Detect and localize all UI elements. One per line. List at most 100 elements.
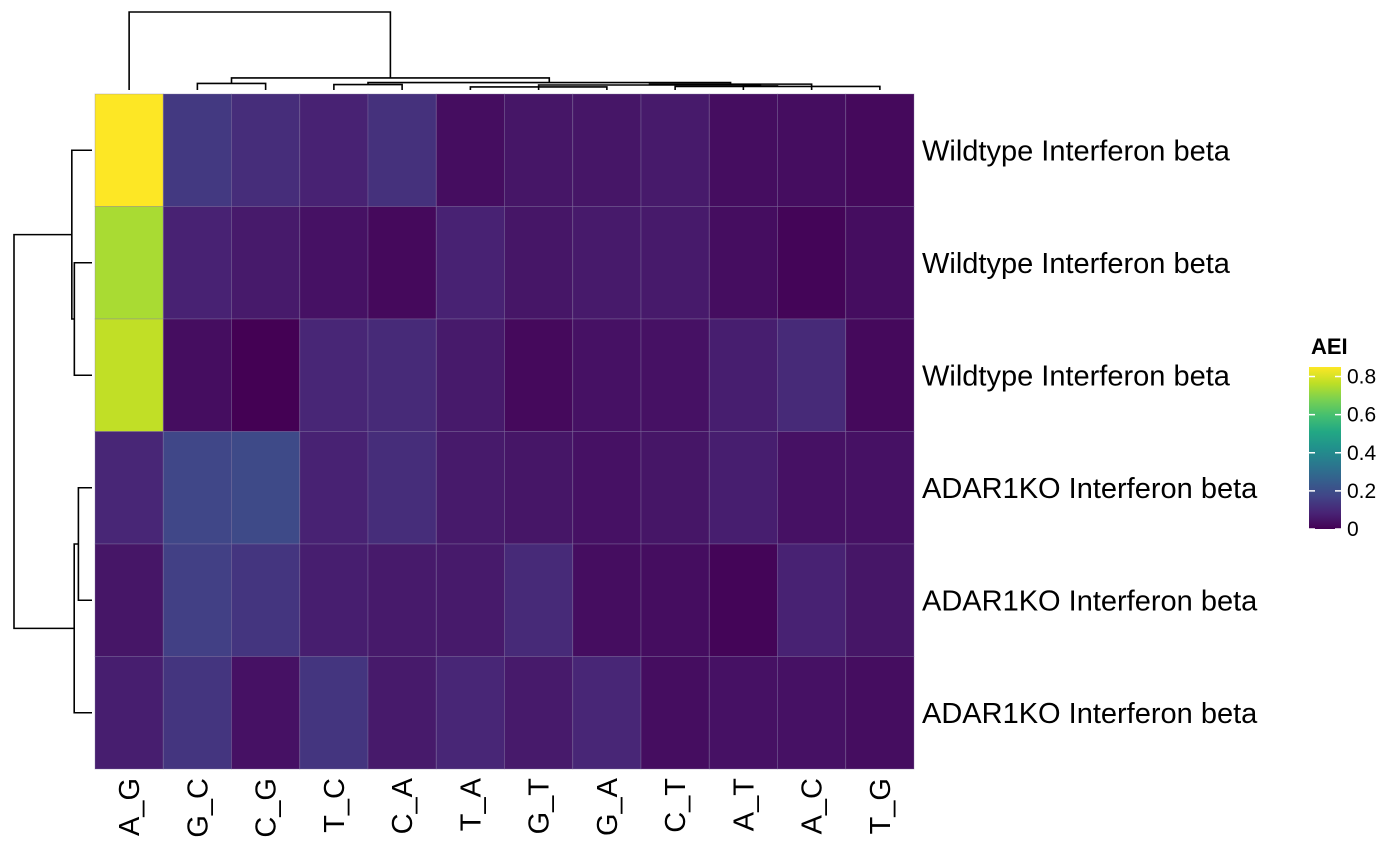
- column-label: T_G: [865, 778, 897, 834]
- heatmap-cell: [640, 656, 710, 770]
- column-label: G_A: [592, 777, 624, 836]
- dendrogram-branch: [73, 543, 92, 714]
- heatmap-cell: [94, 318, 164, 432]
- row-label: Wildtype Interferon beta: [922, 248, 1231, 280]
- dendrogram-branch: [13, 233, 75, 630]
- heatmap-cell: [845, 431, 915, 545]
- row-label: Wildtype Interferon beta: [922, 135, 1231, 167]
- heatmap-cell: [299, 318, 369, 432]
- column-label: C_A: [387, 777, 419, 834]
- heatmap-cell: [367, 93, 437, 207]
- column-label: G_T: [524, 778, 556, 835]
- heatmap-cell: [708, 318, 778, 432]
- legend-title: AEI: [1311, 334, 1348, 359]
- heatmap-cell: [231, 206, 301, 320]
- heatmap-cell: [435, 318, 505, 432]
- color-legend: AEI 0 0.2 0.4 0.6 0.8: [1309, 334, 1377, 541]
- heatmap-cell: [504, 543, 574, 657]
- legend-tick-label: 0.6: [1347, 404, 1376, 427]
- heatmap-cell: [231, 93, 301, 207]
- heatmap-cell: [777, 93, 847, 207]
- heatmap-cell: [162, 431, 232, 545]
- heatmap-cell: [299, 656, 369, 770]
- heatmap-cell: [572, 206, 642, 320]
- heatmap-cell: [367, 206, 437, 320]
- dendrogram-branch: [73, 261, 92, 377]
- row-label: ADAR1KO Interferon beta: [922, 698, 1258, 730]
- row-labels: Wildtype Interferon beta Wildtype Interfe…: [922, 135, 1258, 730]
- heatmap-cell: [572, 656, 642, 770]
- heatmap-cell: [299, 543, 369, 657]
- dendrogram-branch: [77, 486, 92, 602]
- heatmap-cell: [435, 206, 505, 320]
- heatmap-cells: [94, 93, 915, 770]
- column-label: T_A: [455, 777, 487, 831]
- heatmap-cell: [640, 93, 710, 207]
- heatmap-cell: [845, 543, 915, 657]
- heatmap-cell: [367, 543, 437, 657]
- heatmap-cell: [845, 656, 915, 770]
- heatmap-cell: [708, 206, 778, 320]
- heatmap-cell: [231, 318, 301, 432]
- heatmap-cell: [708, 431, 778, 545]
- legend-tick-label: 0.2: [1347, 480, 1376, 503]
- heatmap-cell: [162, 318, 232, 432]
- row-label: ADAR1KO Interferon beta: [922, 585, 1258, 617]
- heatmap-cell: [231, 543, 301, 657]
- heatmap-cell: [162, 656, 232, 770]
- column-label: C_T: [660, 778, 692, 833]
- heatmap-cell: [435, 431, 505, 545]
- heatmap-cell: [640, 206, 710, 320]
- column-label: A_G: [114, 778, 146, 836]
- legend-ticks: 0 0.2 0.4 0.6 0.8: [1309, 366, 1377, 541]
- heatmap-cell: [777, 431, 847, 545]
- heatmap-cell: [640, 318, 710, 432]
- column-label: C_G: [251, 778, 283, 838]
- dendrogram-branch: [230, 77, 551, 84]
- heatmap-cell: [845, 318, 915, 432]
- heatmap-cell: [299, 431, 369, 545]
- heatmap-cell: [94, 656, 164, 770]
- dendrogram-branch: [128, 11, 392, 90]
- heatmap-cell: [845, 206, 915, 320]
- heatmap-cell: [504, 656, 574, 770]
- row-dendrogram: [13, 149, 92, 714]
- heatmap-cell: [572, 318, 642, 432]
- dendrogram-branch: [674, 85, 881, 90]
- heatmap-cell: [777, 656, 847, 770]
- column-labels: A_G G_C C_G T_C C_A T_A G_T G_A C_T A_T A_C T_G: [114, 777, 897, 837]
- legend-colorbar: [1309, 367, 1341, 529]
- column-label: A_C: [797, 778, 829, 834]
- column-label: G_C: [182, 778, 214, 838]
- heatmap-cell: [94, 543, 164, 657]
- heatmap-cell: [435, 93, 505, 207]
- heatmap-cell: [777, 543, 847, 657]
- heatmap-cell: [708, 543, 778, 657]
- column-label: T_C: [319, 778, 351, 833]
- legend-tick-label: 0.4: [1347, 442, 1377, 465]
- row-label: Wildtype Interferon beta: [922, 360, 1231, 392]
- heatmap-cell: [640, 431, 710, 545]
- heatmap-cell: [435, 656, 505, 770]
- heatmap-cell: [94, 431, 164, 545]
- heatmap-cell: [708, 93, 778, 207]
- dendrogram-branch: [333, 83, 403, 90]
- heatmap-cell: [777, 206, 847, 320]
- column-label: A_T: [728, 778, 760, 831]
- dendrogram-branch: [469, 86, 608, 90]
- heatmap-cell: [299, 206, 369, 320]
- heatmap-cell: [777, 318, 847, 432]
- heatmap-cell: [231, 431, 301, 545]
- heatmap-cell: [162, 206, 232, 320]
- heatmap-cell: [367, 656, 437, 770]
- heatmap-cell: [572, 543, 642, 657]
- dendrogram-branch: [196, 82, 267, 90]
- heatmap-cell: [94, 93, 164, 207]
- row-label: ADAR1KO Interferon beta: [922, 473, 1258, 505]
- legend-tick-label: 0.8: [1347, 366, 1376, 389]
- heatmap-cell: [572, 431, 642, 545]
- heatmap-cell: [572, 93, 642, 207]
- heatmap-cell: [504, 318, 574, 432]
- heatmap-cell: [367, 318, 437, 432]
- heatmap-cell: [504, 93, 574, 207]
